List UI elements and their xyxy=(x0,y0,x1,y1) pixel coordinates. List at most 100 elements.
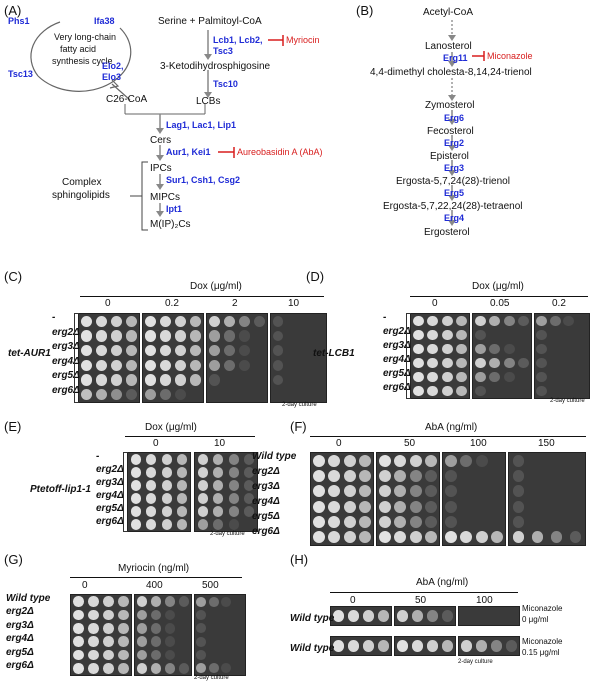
colony-spot xyxy=(228,519,239,530)
colony-spot xyxy=(150,649,162,661)
colony-spot xyxy=(426,610,439,622)
cycle-text-3: synthesis cycle xyxy=(52,56,113,66)
colony-spot xyxy=(512,531,525,544)
colony-spot xyxy=(146,506,157,517)
panel-g-strain-5: erg6Δ xyxy=(6,660,34,671)
colony-spot xyxy=(103,649,114,661)
panel-h-plate-4 xyxy=(394,636,456,656)
serine-palmitoyl: Serine + Palmitoyl-CoA xyxy=(158,16,262,27)
colony-spot xyxy=(110,330,123,342)
colony-spot xyxy=(412,385,424,397)
colony-spot xyxy=(456,385,468,397)
ipcs: IPCs xyxy=(150,163,172,174)
panel-label-h: (H) xyxy=(290,552,309,567)
inhibitor-myriocin: Myriocin xyxy=(286,35,320,45)
colony-spot xyxy=(150,609,162,621)
panel-c-plate-2 xyxy=(206,313,268,403)
colony-spot xyxy=(425,531,438,544)
enzyme-ifa38: Ifa38 xyxy=(94,16,115,26)
colony-spot xyxy=(343,500,356,513)
panel-h-row-1: Wild type xyxy=(290,613,335,624)
lcbs: LCBs xyxy=(196,96,221,107)
colony-spot xyxy=(412,357,424,369)
panel-h-plate-3 xyxy=(330,636,392,656)
colony-spot xyxy=(223,344,236,357)
colony-spot xyxy=(244,467,255,478)
colony-spot xyxy=(103,623,114,634)
panel-label-g: (G) xyxy=(4,552,23,567)
cycle-text-1: Very long-chain xyxy=(54,32,117,42)
colony-spot xyxy=(103,596,114,607)
colony-spot xyxy=(73,663,84,674)
colony-spot xyxy=(161,480,172,491)
colony-spot xyxy=(228,493,239,504)
colony-spot xyxy=(177,480,188,491)
colony-spot xyxy=(144,344,157,357)
panel-d-strain-5: erg6Δ xyxy=(383,382,411,393)
complex-label-2: sphingolipids xyxy=(52,190,110,201)
enzyme-erg11: Erg11 xyxy=(443,53,468,63)
colony-spot xyxy=(444,470,457,482)
colony-spot xyxy=(474,371,486,383)
panel-g-dose-0: 0 xyxy=(82,580,88,591)
colony-spot xyxy=(223,315,236,328)
colony-spot xyxy=(197,454,208,465)
colony-spot xyxy=(444,516,457,528)
colony-spot xyxy=(213,506,224,517)
colony-spot xyxy=(441,343,453,355)
zymosterol: Zymosterol xyxy=(425,100,475,111)
panel-c-strain-2: erg3Δ xyxy=(52,341,80,352)
colony-spot xyxy=(347,610,360,622)
colony-spot xyxy=(362,610,375,622)
colony-spot xyxy=(189,374,202,386)
colony-spot xyxy=(177,519,188,530)
colony-spot xyxy=(312,470,325,482)
colony-spot xyxy=(359,516,372,528)
colony-spot xyxy=(73,596,84,607)
colony-spot xyxy=(563,315,574,327)
colony-spot xyxy=(144,388,157,401)
colony-spot xyxy=(328,531,341,544)
colony-spot xyxy=(177,467,188,478)
colony-spot xyxy=(136,596,148,607)
colony-spot xyxy=(174,374,187,386)
colony-spot xyxy=(512,485,525,498)
colony-spot xyxy=(159,315,172,328)
colony-spot xyxy=(95,315,108,328)
panel-g-plate-1 xyxy=(134,594,192,676)
panel-g-strain-4: erg5Δ xyxy=(6,646,34,658)
colony-spot xyxy=(425,500,438,513)
colony-spot xyxy=(475,454,488,467)
colony-spot xyxy=(110,344,123,357)
colony-spot xyxy=(213,454,224,465)
colony-spot xyxy=(343,485,356,498)
colony-spot xyxy=(196,623,207,634)
colony-spot xyxy=(396,610,409,622)
colony-spot xyxy=(569,531,582,544)
colony-spot xyxy=(441,371,453,383)
panel-h-plate-1 xyxy=(394,606,456,626)
colony-spot xyxy=(238,344,251,357)
colony-spot xyxy=(228,506,239,517)
panel-label-d: (D) xyxy=(306,269,325,284)
colony-spot xyxy=(196,650,207,660)
colony-spot xyxy=(377,640,390,652)
colony-spot xyxy=(489,315,501,327)
panel-e-strain-3: erg4Δ xyxy=(96,490,124,501)
colony-spot xyxy=(441,329,453,341)
ergosta-trienol: Ergosta-5,7,24(28)-trienol xyxy=(396,176,510,187)
colony-spot xyxy=(144,315,157,328)
panel-g-plate-2 xyxy=(194,594,246,676)
colony-spot xyxy=(178,596,190,607)
panel-h-dose-1: 50 xyxy=(415,595,427,606)
colony-spot xyxy=(475,640,488,652)
colony-spot xyxy=(359,500,372,513)
colony-spot xyxy=(238,315,251,328)
colony-spot xyxy=(208,330,221,342)
acetyl-coa: Acetyl-CoA xyxy=(423,7,474,18)
colony-spot xyxy=(150,623,162,634)
colony-spot xyxy=(474,329,486,341)
inhibitor-aba: Aureobasidin A (AbA) xyxy=(237,147,323,157)
colony-spot xyxy=(409,516,422,528)
colony-spot xyxy=(88,609,99,621)
